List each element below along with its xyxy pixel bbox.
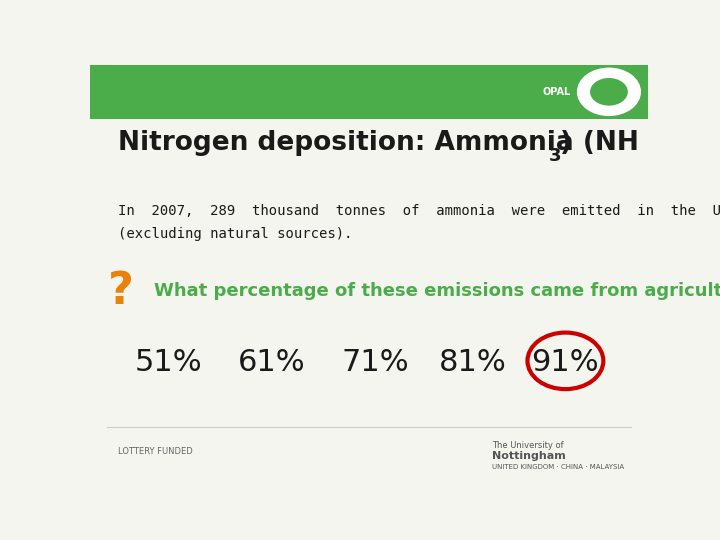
Text: 81%: 81% [438, 348, 506, 376]
Text: Nottingham: Nottingham [492, 451, 565, 462]
Text: 91%: 91% [531, 348, 599, 376]
Text: 71%: 71% [341, 348, 409, 376]
Text: Nitrogen deposition: Ammonia (NH: Nitrogen deposition: Ammonia (NH [118, 130, 639, 156]
Circle shape [578, 69, 639, 114]
Text: OPAL: OPAL [543, 87, 571, 97]
Text: 3: 3 [549, 147, 561, 165]
Text: LOTTERY FUNDED: LOTTERY FUNDED [118, 447, 193, 456]
Text: 51%: 51% [135, 348, 202, 376]
Text: The University of: The University of [492, 441, 563, 450]
Text: 61%: 61% [238, 348, 305, 376]
Text: UNITED KINGDOM · CHINA · MALAYSIA: UNITED KINGDOM · CHINA · MALAYSIA [492, 464, 624, 470]
Circle shape [589, 77, 629, 107]
Text: In  2007,  289  thousand  tonnes  of  ammonia  were  emitted  in  the  UK
(exclu: In 2007, 289 thousand tonnes of ammonia … [118, 204, 720, 241]
Bar [90, 65, 648, 119]
Text: ?: ? [108, 270, 134, 313]
Text: ): ) [560, 130, 572, 156]
Text: What percentage of these emissions came from agriculture: What percentage of these emissions came … [154, 282, 720, 300]
